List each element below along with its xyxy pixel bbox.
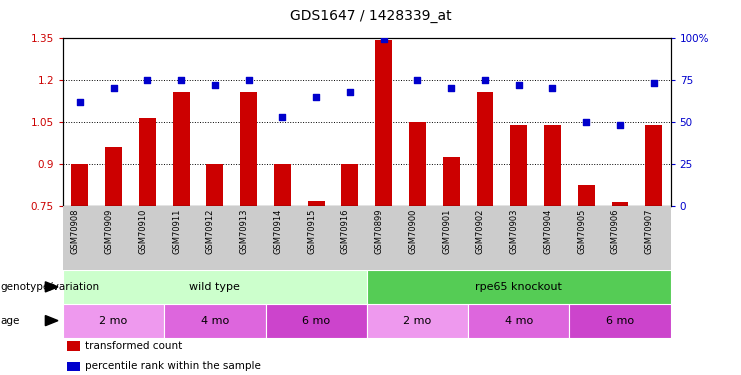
Bar bbox=[511, 124, 527, 206]
Point bbox=[276, 114, 288, 120]
Text: GSM70909: GSM70909 bbox=[104, 208, 113, 254]
Point bbox=[547, 85, 559, 91]
Point bbox=[445, 85, 457, 91]
Bar bbox=[67, 362, 80, 371]
Bar bbox=[375, 40, 392, 206]
Point bbox=[378, 36, 390, 42]
Text: 6 mo: 6 mo bbox=[606, 316, 634, 326]
Bar bbox=[442, 157, 459, 206]
Text: GSM70914: GSM70914 bbox=[273, 208, 282, 254]
Text: GSM70901: GSM70901 bbox=[442, 208, 451, 254]
Text: GSM70913: GSM70913 bbox=[239, 208, 249, 254]
Bar bbox=[207, 164, 223, 206]
Bar bbox=[342, 164, 359, 206]
Text: GSM70906: GSM70906 bbox=[611, 208, 620, 254]
Bar bbox=[645, 124, 662, 206]
Bar bbox=[165, 304, 265, 338]
Bar bbox=[544, 124, 561, 206]
Text: 2 mo: 2 mo bbox=[99, 316, 127, 326]
Bar bbox=[173, 92, 190, 206]
Text: GSM70899: GSM70899 bbox=[375, 208, 384, 254]
Bar bbox=[569, 304, 671, 338]
Point bbox=[479, 77, 491, 83]
Text: genotype/variation: genotype/variation bbox=[1, 282, 100, 292]
Point bbox=[243, 77, 255, 83]
Text: GSM70904: GSM70904 bbox=[543, 208, 553, 254]
Point bbox=[614, 122, 626, 128]
Text: GSM70908: GSM70908 bbox=[71, 208, 80, 254]
Text: GSM70902: GSM70902 bbox=[476, 208, 485, 254]
Bar bbox=[308, 201, 325, 206]
Text: transformed count: transformed count bbox=[85, 341, 182, 351]
Text: 4 mo: 4 mo bbox=[201, 316, 229, 326]
Bar bbox=[240, 92, 257, 206]
Text: GSM70911: GSM70911 bbox=[172, 208, 181, 254]
Text: percentile rank within the sample: percentile rank within the sample bbox=[85, 362, 261, 371]
Point bbox=[344, 88, 356, 94]
Polygon shape bbox=[45, 282, 58, 292]
Point bbox=[209, 82, 221, 88]
Text: GSM70910: GSM70910 bbox=[139, 208, 147, 254]
Polygon shape bbox=[45, 316, 58, 326]
Bar bbox=[105, 147, 122, 206]
Bar bbox=[611, 202, 628, 206]
Point bbox=[175, 77, 187, 83]
Text: GSM70905: GSM70905 bbox=[577, 208, 586, 254]
Bar bbox=[468, 304, 569, 338]
Point bbox=[580, 119, 592, 125]
Bar bbox=[274, 164, 290, 206]
Point bbox=[74, 99, 86, 105]
Text: GSM70912: GSM70912 bbox=[206, 208, 215, 254]
Text: GSM70916: GSM70916 bbox=[341, 208, 350, 254]
Bar bbox=[63, 304, 165, 338]
Bar bbox=[367, 304, 468, 338]
Text: GSM70915: GSM70915 bbox=[308, 208, 316, 254]
Point bbox=[648, 80, 659, 86]
Point bbox=[107, 85, 119, 91]
Bar bbox=[67, 341, 80, 351]
Bar bbox=[409, 122, 426, 206]
Text: GSM70907: GSM70907 bbox=[645, 208, 654, 254]
Bar bbox=[265, 304, 367, 338]
Bar bbox=[139, 118, 156, 206]
Text: 4 mo: 4 mo bbox=[505, 316, 533, 326]
Bar bbox=[476, 92, 494, 206]
Text: wild type: wild type bbox=[190, 282, 240, 292]
Point bbox=[411, 77, 423, 83]
Bar bbox=[367, 270, 671, 304]
Bar bbox=[71, 164, 88, 206]
Point bbox=[513, 82, 525, 88]
Bar bbox=[578, 185, 594, 206]
Text: rpe65 knockout: rpe65 knockout bbox=[475, 282, 562, 292]
Text: GSM70900: GSM70900 bbox=[408, 208, 417, 254]
Text: 6 mo: 6 mo bbox=[302, 316, 330, 326]
Bar bbox=[63, 270, 367, 304]
Text: GSM70903: GSM70903 bbox=[510, 208, 519, 254]
Point bbox=[142, 77, 153, 83]
Text: age: age bbox=[1, 316, 20, 326]
Text: 2 mo: 2 mo bbox=[403, 316, 431, 326]
Point bbox=[310, 94, 322, 100]
Text: GDS1647 / 1428339_at: GDS1647 / 1428339_at bbox=[290, 9, 451, 23]
